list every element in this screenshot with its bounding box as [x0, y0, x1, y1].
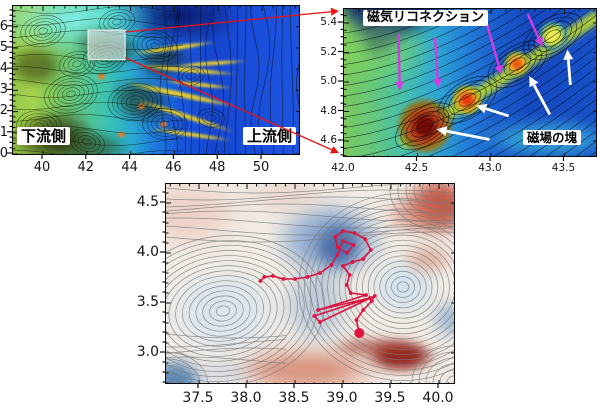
y-axis-tick-label: 4 [0, 61, 8, 77]
x-axis-tick-label: 42 [77, 160, 95, 175]
y-axis-tick-label: 0 [0, 145, 8, 161]
y-axis-tick-label: 4.5 [136, 194, 159, 211]
field-blob-annotation: 磁場の塊 [523, 130, 582, 145]
y-axis-tick-label: 5.4 [320, 16, 337, 29]
trajectory-panel [165, 183, 455, 384]
x-axis-tick-label: 39.0 [326, 390, 358, 406]
y-axis-tick-label: 3.0 [136, 344, 159, 361]
y-axis-tick-label: 4.6 [320, 134, 337, 147]
x-axis-tick-label: 39.5 [374, 390, 406, 406]
y-axis-tick-label: 2 [0, 103, 8, 119]
y-axis-tick-label: 5 [0, 39, 8, 55]
x-axis-tick-label: 50 [252, 160, 270, 175]
x-axis-tick-label: 46 [165, 160, 182, 175]
x-axis-tick-label: 37.5 [182, 390, 214, 406]
x-axis-tick-label: 38.0 [230, 390, 262, 406]
x-axis-tick-label: 42.5 [404, 162, 429, 174]
y-axis-tick-label: 5.2 [320, 45, 337, 58]
y-axis-tick-label: 3.5 [136, 294, 159, 311]
upstream-label: 上流側 [243, 127, 297, 145]
y-axis-tick-label: 4.0 [136, 244, 159, 261]
y-axis-tick-label: 4.8 [320, 104, 337, 117]
x-axis-tick-label: 40 [33, 160, 51, 175]
x-axis-tick-label: 43.5 [551, 162, 576, 174]
reconnection-annotation: 磁気リコネクション [363, 10, 489, 26]
trajectory-contour-layer [166, 184, 454, 383]
downstream-label: 下流側 [17, 127, 71, 145]
y-axis-tick-label: 1 [0, 124, 8, 140]
hot-spot [107, 155, 116, 156]
y-axis-tick-label: 3 [0, 82, 8, 98]
y-axis-tick-label: 5.0 [320, 75, 337, 88]
x-axis-tick-label: 44 [121, 160, 138, 175]
x-axis-tick-label: 40.0 [422, 390, 454, 406]
x-axis-tick-label: 43.0 [478, 162, 502, 174]
x-axis-tick-label: 38.5 [278, 390, 310, 406]
x-axis-tick-label: 42.0 [331, 162, 355, 174]
x-axis-tick-label: 48 [208, 160, 226, 175]
y-axis-tick-label: 6 [0, 18, 8, 34]
